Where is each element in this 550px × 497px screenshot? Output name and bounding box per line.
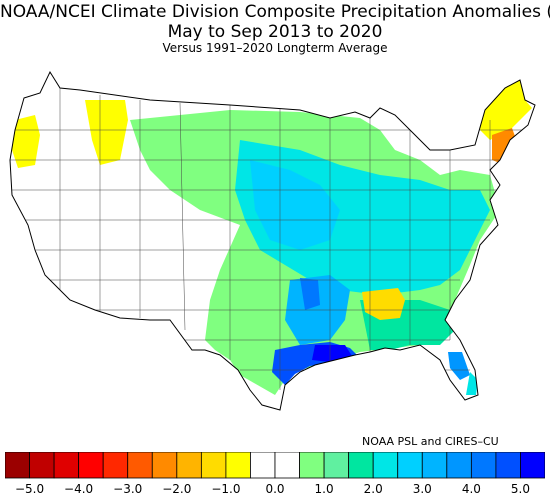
colorbar-swatch	[495, 452, 521, 479]
region-gulf-darkest	[312, 345, 352, 362]
climate-division-lines	[10, 88, 530, 390]
colorbar-swatch	[372, 452, 399, 479]
colorbar-swatch	[29, 452, 55, 479]
map-subtitle: May to Sep 2013 to 2020	[167, 22, 383, 42]
credit-text: NOAA PSL and CIRES–CU	[362, 435, 499, 448]
colorbar-swatch	[520, 452, 545, 479]
colorbar-tick-label: 5.0	[510, 482, 530, 496]
colorbar-tick-label: 4.0	[461, 482, 481, 496]
region-yellow-al-ga	[362, 288, 405, 320]
colorbar-tick-label: 1.0	[314, 482, 334, 496]
region-yellow-wa-id	[85, 100, 128, 165]
colorbar-swatch	[397, 452, 423, 479]
colorbar-swatch	[200, 452, 227, 479]
colorbar-swatch	[5, 452, 30, 479]
colorbar-tick-label: −4.0	[64, 482, 94, 496]
colorbar-tick-label: 3.0	[412, 482, 432, 496]
colorbar-swatch	[225, 452, 251, 479]
colorbar-swatch	[446, 452, 472, 479]
colorbar-swatch	[176, 452, 202, 479]
color-scale-legend	[5, 452, 545, 479]
region-florida-cyan	[466, 372, 478, 395]
colorbar-swatch	[53, 452, 80, 479]
region-light-blue	[250, 160, 340, 250]
colorbar-swatch	[127, 452, 153, 479]
map-title: NOAA/NCEI Climate Division Composite Pre…	[0, 2, 550, 22]
region-florida-blue	[448, 352, 470, 380]
colorbar-tick-label: 2.0	[363, 482, 383, 496]
colorbar-swatch	[250, 452, 276, 479]
colorbar-swatch	[274, 452, 300, 479]
colorbar-tick-label: −5.0	[14, 482, 45, 496]
colorbar-tick-label: 0.0	[265, 482, 285, 496]
region-yellow-coast	[12, 115, 40, 168]
colorbar-swatch	[102, 452, 129, 479]
colorbar-swatch	[299, 452, 325, 479]
anomaly-regions	[10, 72, 535, 410]
colorbar-tick-label: −2.0	[162, 482, 192, 496]
map-subtitle-2: Versus 1991–2020 Longterm Average	[162, 41, 388, 55]
colorbar-swatch	[470, 452, 497, 479]
colorbar-tick-label: −3.0	[113, 482, 143, 496]
colorbar-swatch	[348, 452, 374, 479]
colorbar-swatch	[151, 452, 178, 479]
colorbar-swatch	[78, 452, 104, 479]
region-deep-blue-ar	[300, 278, 320, 310]
colorbar-tick-label: −1.0	[211, 482, 241, 496]
colorbar-swatch	[421, 452, 448, 479]
colorbar-swatch	[323, 452, 350, 479]
